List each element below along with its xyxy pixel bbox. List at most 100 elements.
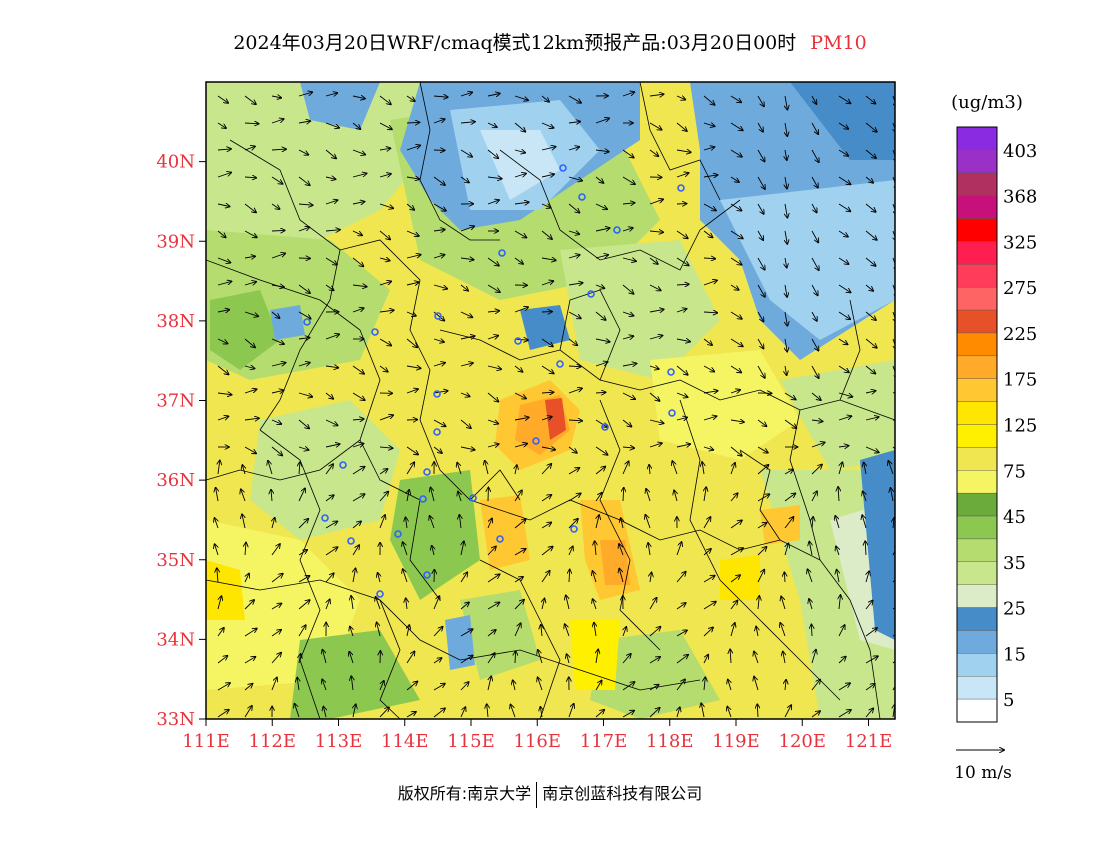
wind-arrow	[514, 150, 525, 153]
wind-arrow	[865, 230, 877, 240]
wind-arrow	[568, 519, 578, 529]
wind-arrow	[379, 95, 391, 104]
wind-arrow	[730, 446, 742, 456]
wind-arrow	[378, 573, 380, 583]
wind-arrow	[811, 650, 816, 664]
wind-arrow	[325, 122, 339, 128]
wind-arrow	[757, 547, 767, 556]
wind-arrow	[892, 544, 895, 556]
wind-arrow	[703, 391, 718, 393]
wind-arrow	[325, 334, 339, 340]
wind-arrow	[676, 365, 688, 375]
colorbar-label: 275	[1003, 278, 1037, 299]
wind-arrow	[757, 465, 768, 475]
colorbar-swatch	[956, 195, 998, 219]
wind-arrow	[676, 284, 689, 285]
wind-arrow	[487, 177, 502, 179]
wind-arrow	[244, 574, 249, 583]
wind-arrow	[325, 93, 337, 96]
wind-arrow	[892, 284, 895, 298]
wind-arrow	[487, 630, 496, 637]
wind-arrow	[325, 230, 340, 231]
lat-label: 35N	[156, 550, 195, 571]
wind-arrow	[271, 678, 277, 691]
wind-arrow	[784, 705, 791, 718]
wind-arrow	[835, 516, 840, 529]
wind-arrow	[487, 547, 496, 556]
wind-arrow	[569, 547, 573, 556]
station-marker	[570, 525, 578, 533]
wind-arrow	[541, 147, 556, 151]
colorbar-label: 45	[1003, 507, 1026, 528]
wind-arrow	[595, 150, 609, 152]
wind-arrow	[487, 704, 488, 718]
wind-arrow	[353, 704, 356, 718]
wind-arrow	[538, 650, 543, 664]
wind-arrow	[565, 624, 570, 637]
station-marker	[668, 409, 676, 417]
wind-arrow	[541, 447, 555, 450]
wind-arrow	[379, 707, 389, 718]
wind-arrow	[406, 712, 416, 718]
wind-arrow	[567, 654, 569, 664]
station-marker	[514, 337, 522, 345]
wind-arrow	[351, 596, 353, 610]
wind-arrow	[242, 514, 245, 529]
wind-arrow	[676, 630, 687, 637]
wind-arrow	[837, 570, 839, 583]
wind-arrow	[244, 629, 257, 637]
wind-arrow	[568, 203, 579, 213]
wind-arrow	[406, 311, 416, 316]
wind-arrow	[730, 230, 743, 239]
wind-arrow	[866, 571, 869, 583]
wind-arrow	[568, 446, 577, 453]
wind-arrow	[271, 490, 272, 502]
wind-arrow	[595, 362, 608, 367]
wind-arrow	[460, 226, 474, 232]
wind-arrow	[326, 600, 330, 610]
wind-arrow	[811, 257, 819, 270]
wind-arrow	[433, 446, 442, 453]
wind-arrow	[757, 230, 763, 240]
wind-arrow	[433, 284, 447, 289]
wind-arrow	[568, 95, 581, 103]
wind-arrow	[811, 365, 819, 378]
wind-arrow	[730, 122, 743, 130]
wind-arrow	[757, 338, 764, 349]
wind-arrow	[649, 94, 664, 96]
lat-label: 39N	[156, 231, 195, 252]
wind-arrow	[648, 543, 650, 556]
wind-arrow	[838, 392, 852, 397]
wind-arrow	[839, 595, 841, 610]
wind-arrow	[457, 463, 462, 475]
wind-arrow	[352, 230, 362, 235]
wind-arrow	[433, 203, 446, 211]
station-marker	[469, 494, 477, 502]
wind-arrow	[217, 281, 231, 286]
wind-arrow	[811, 465, 822, 475]
wind-arrow	[217, 230, 226, 237]
wind-arrow	[672, 461, 678, 475]
wind-arrow	[271, 203, 280, 209]
wind-arrow	[352, 308, 364, 313]
wind-arrow	[783, 652, 785, 664]
wind-arrow	[271, 390, 284, 393]
wind-arrow	[325, 257, 337, 265]
colorbar-label: 325	[1003, 232, 1037, 253]
wind-arrow	[325, 495, 334, 502]
colorbar-label: 175	[1003, 370, 1037, 391]
wind-arrow	[811, 338, 819, 351]
wind-arrow	[325, 366, 338, 368]
wind-arrow	[406, 517, 408, 529]
wind-arrow	[487, 574, 500, 583]
wind-arrow	[622, 419, 631, 427]
wind-arrow	[488, 676, 491, 691]
wind-arrow	[730, 203, 742, 211]
wind-arrow	[811, 149, 819, 162]
wind-arrow	[622, 682, 635, 691]
wind-arrow	[460, 149, 472, 157]
wind-arrow	[217, 416, 228, 421]
wind-arrow	[487, 122, 497, 127]
wind-arrow	[649, 309, 664, 312]
